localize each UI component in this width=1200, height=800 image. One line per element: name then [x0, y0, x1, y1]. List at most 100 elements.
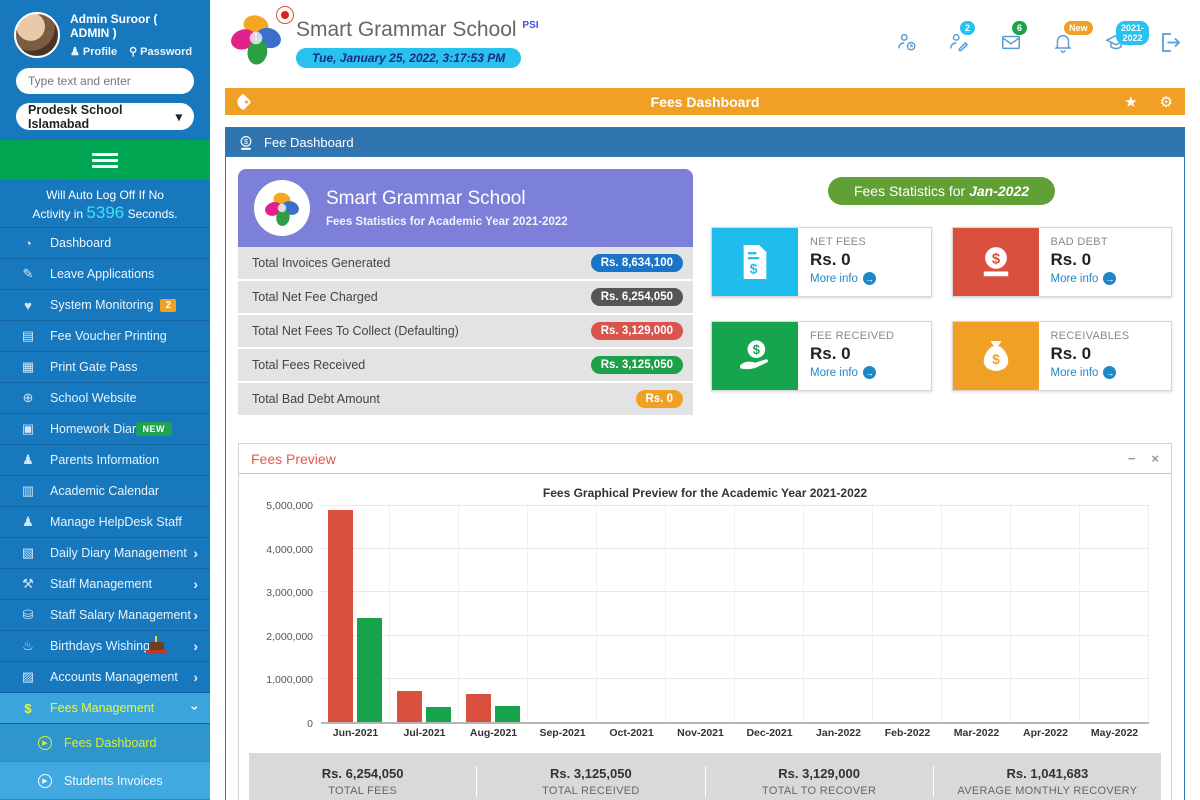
- chart-bar-group: [942, 506, 1011, 722]
- sidebar-subitem-fees-dashboard[interactable]: ▶ Fees Dashboard: [0, 724, 210, 762]
- chevron-right-icon: ›: [193, 607, 198, 623]
- stats-card-school-name: Smart Grammar School: [326, 188, 526, 209]
- favorite-star-icon[interactable]: ★: [1124, 93, 1138, 111]
- birthday-icon: ♨: [22, 638, 34, 653]
- chart-bar-group: [459, 506, 528, 722]
- minimize-icon[interactable]: −: [1127, 451, 1136, 466]
- invoice-icon: $: [712, 228, 798, 296]
- menu-toggle-button[interactable]: [0, 140, 210, 180]
- school-select[interactable]: Prodesk School Islamabad ▾: [16, 103, 194, 131]
- x-tick-label: Aug-2021: [469, 727, 518, 739]
- coin-deposit-icon: $: [952, 228, 1039, 296]
- value-pill: Rs. 6,254,050: [590, 288, 683, 306]
- helpdesk-icon: ♟: [22, 514, 34, 529]
- tasks-badge: 2: [960, 21, 976, 35]
- sidebar-item-manage-helpdesk-staff[interactable]: ♟ Manage HelpDesk Staff: [0, 507, 210, 538]
- chevron-right-icon: ›: [193, 545, 198, 561]
- gridline: [321, 634, 1149, 636]
- datetime-pill: Tue, January 25, 2022, 3:17:53 PM: [296, 48, 522, 68]
- parents-icon: ♟: [22, 452, 34, 467]
- sidebar-item-fee-voucher-printing[interactable]: ▤ Fee Voucher Printing: [0, 321, 210, 352]
- chart-title: Fees Graphical Preview for the Academic …: [542, 486, 868, 500]
- sidebar-item-print-gate-pass[interactable]: ▦ Print Gate Pass: [0, 352, 210, 383]
- bar-fees-received: [357, 618, 382, 722]
- password-link[interactable]: ⚲ Password: [129, 45, 193, 59]
- svg-text:$: $: [750, 261, 758, 277]
- user-clock-icon[interactable]: [896, 31, 918, 53]
- chevron-right-icon: ›: [193, 576, 198, 592]
- sidebar-item-staff-management[interactable]: ⚒ Staff Management ›: [0, 569, 210, 600]
- chart-bar-group: [528, 506, 597, 722]
- close-icon[interactable]: ×: [1151, 451, 1159, 466]
- user-tasks-icon[interactable]: 2: [948, 21, 976, 53]
- sidebar-item-daily-diary-management[interactable]: ▧ Daily Diary Management ›: [0, 538, 210, 569]
- receivables-card: $ RECEIVABLES Rs. 0 More info →: [951, 321, 1172, 391]
- stats-row: Total Invoices Generated Rs. 8,634,100: [238, 247, 693, 281]
- salary-icon: ⛁: [22, 607, 34, 622]
- sidebar-item-leave-applications[interactable]: ✎ Leave Applications: [0, 259, 210, 290]
- graduation-cap-icon[interactable]: 2021-2022: [1104, 21, 1150, 53]
- y-tick-label: 3,000,000: [266, 587, 313, 600]
- school-name: Smart Grammar School PSI: [296, 18, 539, 41]
- chart-summary-footer: Rs. 6,254,050 TOTAL FEES Rs. 3,125,050 TOT…: [249, 753, 1161, 800]
- x-tick-label: Apr-2022: [1023, 727, 1068, 739]
- arrow-circle-icon: →: [1103, 366, 1117, 379]
- stats-card-subtitle: Fees Statistics for Academic Year 2021-2…: [326, 216, 568, 228]
- chart-x-axis: Jun-2021 Jul-2021 Aug-2021 Sep-2021 Oct-2021…: [321, 727, 1149, 739]
- sidebar-item-dashboard[interactable]: ◔ Dashboard: [0, 228, 210, 259]
- mail-icon[interactable]: 6: [1000, 21, 1028, 53]
- more-info-link[interactable]: More info →: [810, 366, 876, 379]
- search-input[interactable]: [16, 68, 194, 94]
- panel-title: Fee Dashboard: [264, 135, 354, 150]
- sidebar-item-homework-diary[interactable]: ▣ Homework Diary NEW: [0, 414, 210, 445]
- value-pill: Rs. 8,634,100: [590, 254, 683, 272]
- page-title-bar: Fees Dashboard ★ ⚙: [225, 88, 1185, 115]
- birthday-cake-icon: [146, 636, 167, 654]
- y-tick-label: 0: [307, 718, 313, 730]
- svg-text:$: $: [244, 136, 248, 145]
- gate-pass-icon: ▦: [21, 359, 35, 374]
- fee-voucher-icon: ▤: [21, 328, 35, 343]
- logoff-seconds: 5396: [86, 203, 125, 222]
- sidebar-item-system-monitoring[interactable]: ♥ System Monitoring 2: [0, 290, 210, 321]
- fees-statistics-button[interactable]: Fees Statistics for Jan-2022: [827, 177, 1056, 205]
- chart-bar-group: [804, 506, 873, 722]
- card-label: RECEIVABLES: [1050, 330, 1130, 342]
- sidebar-item-academic-calendar[interactable]: ▥ Academic Calendar: [0, 476, 210, 507]
- sidebar-item-accounts-management[interactable]: ▨ Accounts Management ›: [0, 662, 210, 693]
- chart-y-axis: 0 1,000,000 2,000,000 3,000,000 4,000,000 5,0…: [249, 500, 321, 730]
- summary-avg-monthly-recovery: Rs. 1,041,683 AVERAGE MONTHLY RECOVERY: [957, 766, 1138, 797]
- gridline: [321, 591, 1149, 593]
- sidebar-menu: ◔ Dashboard ✎ Leave Applications ♥ System M…: [0, 228, 210, 800]
- avatar[interactable]: [14, 12, 60, 58]
- bell-icon[interactable]: New: [1052, 21, 1093, 53]
- stats-row: Total Fees Received Rs. 3,125,050: [238, 349, 693, 383]
- more-info-link[interactable]: More info →: [1050, 272, 1117, 285]
- school-logo-small: [254, 180, 310, 236]
- more-info-link[interactable]: More info →: [810, 272, 876, 285]
- chart-bar-group: [873, 506, 942, 722]
- logout-icon[interactable]: [1158, 30, 1182, 54]
- panel-header: $ Fee Dashboard: [226, 128, 1184, 157]
- more-info-link[interactable]: More info →: [1050, 366, 1117, 379]
- x-tick-label: Mar-2022: [953, 727, 1000, 739]
- arrow-circle-icon: →: [862, 272, 876, 285]
- sidebar-item-parents-information[interactable]: ♟ Parents Information: [0, 445, 210, 476]
- sidebar-item-school-website[interactable]: ⊕ School Website: [0, 383, 210, 414]
- chart-bar-group: [1080, 506, 1149, 722]
- sidebar-item-birthdays-wishing[interactable]: ♨ Birthdays Wishing ›: [0, 631, 210, 662]
- person-icon: ♟: [70, 46, 80, 58]
- count-badge: 2: [160, 298, 176, 312]
- y-tick-label: 5,000,000: [266, 500, 313, 512]
- settings-gears-icon[interactable]: ⚙: [1159, 93, 1173, 111]
- sidebar-subitem-students-invoices[interactable]: ▶ Students Invoices: [0, 762, 210, 800]
- card-label: FEE RECEIVED: [810, 330, 895, 342]
- play-circle-icon: ▶: [38, 773, 52, 788]
- hand-money-icon: $: [712, 322, 798, 390]
- fees-icon: $: [24, 700, 32, 716]
- sidebar-item-fees-management[interactable]: $ Fees Management ›: [0, 693, 210, 724]
- card-value: Rs. 0: [1050, 344, 1092, 363]
- fee-dashboard-panel: $ Fee Dashboard: [225, 127, 1185, 800]
- profile-link[interactable]: ♟ Profile: [70, 45, 118, 59]
- sidebar-item-staff-salary-management[interactable]: ⛁ Staff Salary Management ›: [0, 600, 210, 631]
